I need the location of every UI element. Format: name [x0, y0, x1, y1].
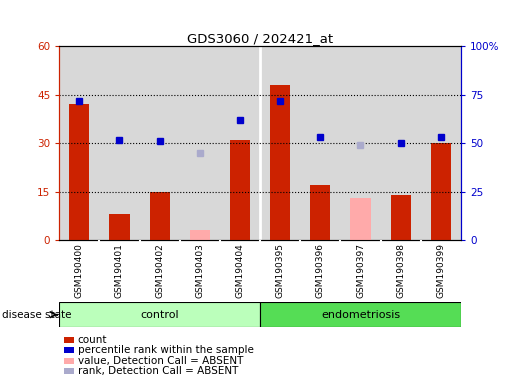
Bar: [190, 230, 210, 240]
Bar: [230, 140, 250, 240]
Bar: [69, 104, 89, 240]
Text: GSM190402: GSM190402: [155, 243, 164, 298]
Text: count: count: [78, 335, 107, 345]
Text: GSM190396: GSM190396: [316, 243, 325, 298]
Text: GSM190395: GSM190395: [276, 243, 285, 298]
Title: GDS3060 / 202421_at: GDS3060 / 202421_at: [187, 32, 333, 45]
Text: rank, Detection Call = ABSENT: rank, Detection Call = ABSENT: [78, 366, 238, 376]
Text: control: control: [140, 310, 179, 320]
Text: GSM190403: GSM190403: [195, 243, 204, 298]
Bar: [149, 192, 169, 240]
Text: GSM190401: GSM190401: [115, 243, 124, 298]
Bar: [270, 85, 290, 240]
Bar: [260, 302, 461, 327]
Text: GSM190398: GSM190398: [396, 243, 405, 298]
Text: GSM190399: GSM190399: [436, 243, 445, 298]
Text: value, Detection Call = ABSENT: value, Detection Call = ABSENT: [78, 356, 243, 366]
Text: GSM190397: GSM190397: [356, 243, 365, 298]
Bar: [431, 143, 451, 240]
Text: endometriosis: endometriosis: [321, 310, 400, 320]
Bar: [350, 198, 370, 240]
Text: GSM190404: GSM190404: [235, 243, 245, 298]
Bar: [310, 185, 330, 240]
Text: GSM190400: GSM190400: [75, 243, 84, 298]
Bar: [390, 195, 410, 240]
Text: percentile rank within the sample: percentile rank within the sample: [78, 345, 254, 355]
Bar: [109, 214, 129, 240]
Text: disease state: disease state: [2, 310, 71, 320]
Bar: [59, 302, 260, 327]
